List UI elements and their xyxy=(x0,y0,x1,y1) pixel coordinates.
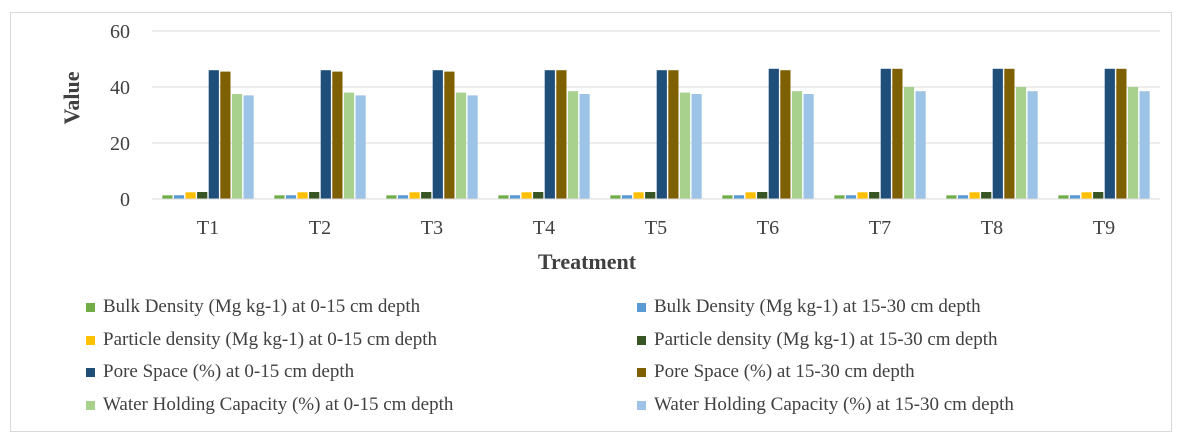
bar xyxy=(274,195,285,199)
bar xyxy=(857,192,868,199)
bar xyxy=(162,195,173,199)
x-tick-label: T6 xyxy=(757,217,779,239)
y-tick-label: 60 xyxy=(110,21,130,43)
bar xyxy=(556,70,567,199)
bar xyxy=(915,91,926,199)
bar xyxy=(231,94,243,199)
bar xyxy=(803,94,814,199)
bar xyxy=(892,68,903,199)
bar xyxy=(645,192,656,199)
chart-frame xyxy=(10,12,1172,432)
bar xyxy=(185,192,196,199)
bar xyxy=(656,70,667,199)
bar xyxy=(791,91,803,199)
bar xyxy=(745,192,756,199)
bar xyxy=(969,192,980,199)
bar xyxy=(567,91,579,199)
y-axis-title: Value xyxy=(59,71,84,124)
bar xyxy=(243,95,254,199)
y-tick-label: 0 xyxy=(120,189,130,211)
bar xyxy=(533,192,544,199)
bar xyxy=(1093,192,1104,199)
bar xyxy=(1104,68,1115,199)
bar xyxy=(285,195,297,199)
bar xyxy=(957,195,969,199)
bar xyxy=(297,192,308,199)
bar xyxy=(633,192,644,199)
bar xyxy=(992,68,1003,199)
bar xyxy=(397,195,409,199)
x-tick-label: T1 xyxy=(197,217,219,239)
bar xyxy=(981,192,992,199)
x-tick-label: T4 xyxy=(533,217,555,239)
bar xyxy=(220,71,231,199)
bar xyxy=(691,94,702,199)
bar xyxy=(343,92,355,199)
bar xyxy=(768,68,779,199)
x-axis-title: Treatment xyxy=(538,249,637,274)
bar xyxy=(733,195,745,199)
bar xyxy=(521,192,532,199)
bar xyxy=(544,70,555,199)
bar xyxy=(208,70,219,199)
bar xyxy=(444,71,455,199)
bar xyxy=(1069,195,1081,199)
bar xyxy=(621,195,633,199)
bar xyxy=(1081,192,1092,199)
bar xyxy=(780,70,791,199)
bar xyxy=(467,95,478,199)
bar xyxy=(1058,195,1069,199)
bar xyxy=(1127,87,1139,199)
bar xyxy=(498,195,509,199)
y-tick-label: 40 xyxy=(110,77,130,99)
bar xyxy=(1027,91,1038,199)
bar xyxy=(332,71,343,199)
bar xyxy=(173,195,185,199)
bar xyxy=(679,92,691,199)
bar xyxy=(320,70,331,199)
bar xyxy=(845,195,857,199)
bar xyxy=(722,195,733,199)
x-tick-label: T7 xyxy=(869,217,891,239)
bars xyxy=(162,68,1150,199)
axes: 0 20 40 60 T1 T2 T3 T4 T5 T6 T7 T8 T9 xyxy=(110,21,1160,239)
bar xyxy=(610,195,621,199)
bar xyxy=(903,87,915,199)
x-tick-label: T9 xyxy=(1093,217,1115,239)
bar xyxy=(309,192,320,199)
bar xyxy=(409,192,420,199)
bar xyxy=(421,192,432,199)
gridlines xyxy=(152,30,1160,144)
x-tick-label: T5 xyxy=(645,217,667,239)
bar xyxy=(579,94,590,199)
bar xyxy=(355,95,366,199)
bar xyxy=(757,192,768,199)
bar xyxy=(1004,68,1015,199)
bar xyxy=(455,92,467,199)
bar xyxy=(869,192,880,199)
x-tick-label: T3 xyxy=(421,217,443,239)
bar xyxy=(1015,87,1027,199)
bar xyxy=(509,195,521,199)
y-tick-label: 20 xyxy=(110,133,130,155)
bar xyxy=(834,195,845,199)
bar xyxy=(386,195,397,199)
bar xyxy=(946,195,957,199)
bar xyxy=(880,68,891,199)
bar xyxy=(197,192,208,199)
bar xyxy=(668,70,679,199)
bar xyxy=(1139,91,1150,199)
bar xyxy=(432,70,443,199)
bar xyxy=(1116,68,1127,199)
x-tick-label: T8 xyxy=(981,217,1003,239)
x-tick-label: T2 xyxy=(309,217,331,239)
